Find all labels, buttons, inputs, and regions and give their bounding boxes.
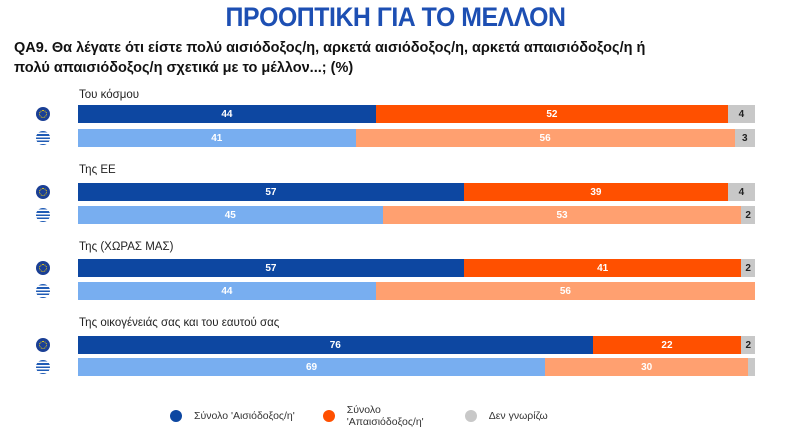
bar-eu: 57 39 4 [78, 183, 755, 201]
bar-segment-pessimistic: 22 [592, 336, 742, 354]
bar-segment-optimistic: 57 [78, 183, 464, 201]
bar-gr: 69 30 [78, 358, 755, 376]
bar-segment-optimistic: 44 [78, 282, 376, 300]
eu-flag-icon [36, 185, 50, 199]
greece-flag-icon [36, 360, 50, 374]
bar-segment-dont-know: 2 [741, 336, 755, 354]
bar-segment-dont-know: 2 [741, 206, 755, 224]
bar-segment-optimistic: 69 [78, 358, 546, 376]
group-label: Της (ΧΩΡΑΣ ΜΑΣ) [79, 241, 174, 253]
group-label: Της οικογένειάς σας και του εαυτού σας [79, 317, 280, 329]
bar-segment-pessimistic: 39 [463, 183, 728, 201]
legend-item-dont-know: Δεν γνωρίζω [464, 410, 548, 422]
eu-flag-icon [36, 261, 50, 275]
legend-dot-optimistic [170, 410, 182, 422]
bar-segment-dont-know [748, 358, 755, 376]
bar-segment-optimistic: 76 [78, 336, 593, 354]
eu-flag-icon [36, 107, 50, 121]
group-label: Της ΕΕ [79, 164, 116, 176]
legend-dot-pessimistic [322, 410, 335, 422]
bar-gr: 45 53 2 [78, 206, 755, 224]
page-title: ΠΡΟΟΠΤΙΚΗ ΓΙΑ ΤΟ ΜΕΛΛΟΝ [225, 2, 566, 32]
eu-flag-icon [36, 338, 50, 352]
bar-segment-dont-know: 4 [727, 183, 755, 201]
legend-label: Σύνολο 'Αισιόδοξος/η' [194, 410, 295, 422]
greece-flag-icon [36, 131, 50, 145]
bar-eu: 76 22 2 [78, 336, 755, 354]
bar-segment-pessimistic: 56 [375, 282, 755, 300]
greece-flag-icon [36, 208, 50, 222]
bar-segment-optimistic: 45 [78, 206, 383, 224]
bar-segment-pessimistic: 41 [463, 259, 742, 277]
legend-item-optimistic: Σύνολο 'Αισιόδοξος/η' [170, 410, 295, 422]
bar-segment-optimistic: 41 [78, 129, 356, 147]
bar-segment-optimistic: 44 [78, 105, 376, 123]
legend-label: Δεν γνωρίζω [488, 410, 548, 422]
bar-segment-pessimistic: 56 [355, 129, 735, 147]
greece-flag-icon [36, 284, 50, 298]
bar-segment-dont-know: 4 [727, 105, 755, 123]
bar-segment-pessimistic: 52 [375, 105, 728, 123]
bar-gr: 41 56 3 [78, 129, 755, 147]
bar-segment-optimistic: 57 [78, 259, 464, 277]
bar-segment-pessimistic: 30 [545, 358, 749, 376]
legend-dot-dont-know [464, 410, 477, 422]
legend-item-pessimistic: Σύνολο 'Απαισιόδοξος/η' [322, 404, 437, 428]
bar-gr: 44 56 [78, 282, 755, 300]
bar-segment-dont-know: 2 [741, 259, 755, 277]
group-label: Του κόσμου [79, 89, 140, 101]
bar-segment-pessimistic: 53 [382, 206, 742, 224]
bar-eu: 44 52 4 [78, 105, 755, 123]
bar-eu: 57 41 2 [78, 259, 755, 277]
bar-segment-dont-know: 3 [734, 129, 755, 147]
legend: Σύνολο 'Αισιόδοξος/η' Σύνολο 'Απαισιόδοξ… [170, 404, 576, 428]
question-text: QA9. Θα λέγατε ότι είστε πολύ αισιόδοξος… [14, 40, 646, 76]
legend-label: Σύνολο 'Απαισιόδοξος/η' [346, 404, 424, 428]
